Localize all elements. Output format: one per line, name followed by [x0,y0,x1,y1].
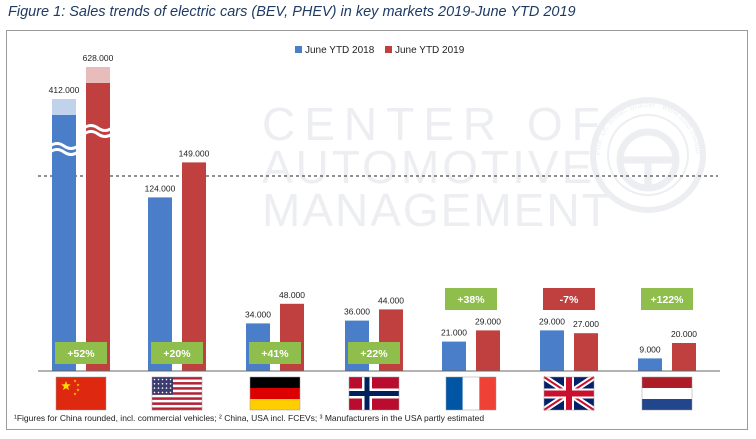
germany-flag-icon [249,376,301,411]
growth-badges: +52% +20% +41% +22% +38% -7% +122% [55,288,693,364]
legend-swatch-1 [385,46,392,53]
growth-label-6: +122% [651,294,685,306]
bar-2018-france [442,341,466,371]
value-labels: 412.000 628.000 124.000 149.000 34.000 48.000… [49,53,698,354]
growth-badge-0 [55,342,107,364]
growth-label-2: +41% [261,348,289,360]
watermark-line-1: CENTER OF [262,98,609,150]
growth-badge-1 [151,342,203,364]
growth-label-3: +22% [360,348,388,360]
bar-2019-united-kingdom [574,333,598,371]
value-label-2018-6: 9.000 [639,344,661,354]
growth-badge-4 [445,288,497,310]
legend-label-0: June YTD 2018 [305,45,375,56]
value-label-2019-4: 29.000 [475,316,501,326]
legend-swatch-0 [295,46,302,53]
bar-2019-france [476,330,500,371]
chart-frame [6,30,748,430]
value-label-2018-3: 36.000 [344,307,370,317]
growth-badge-3 [348,342,400,364]
value-label-2018-2: 34.000 [245,309,271,319]
usa-flag-icon [151,376,203,411]
bar-overflow-0-China [52,99,76,115]
value-label-2018-1: 124.000 [145,183,176,193]
value-label-2019-3: 44.000 [378,295,404,305]
axis-break-mark [49,142,79,150]
value-label-2019-0: 628.000 [83,53,114,63]
value-label-2018-4: 21.000 [441,328,467,338]
growth-badge-2 [249,342,301,364]
legend-label-1: June YTD 2019 [395,45,465,56]
value-label-2019-2: 48.000 [279,290,305,300]
bar-2019-usa [182,162,206,371]
value-label-2019-5: 27.000 [573,319,599,329]
france-flag-icon [445,376,497,411]
norway-flag-icon [348,376,400,411]
bar-2018-netherlands [638,358,662,371]
bar-2018-united-kingdom [540,330,564,371]
china-flag-icon [55,376,107,411]
growth-label-1: +20% [163,348,191,360]
uk-flag-icon [542,374,596,413]
growth-label-5: -7% [560,294,579,306]
bar-overflow-1-China [86,67,110,83]
axis-break-mark [49,148,79,156]
value-label-2018-0: 412.000 [49,85,80,95]
country-flags [55,374,693,413]
value-label-2019-1: 149.000 [179,148,210,158]
legend: June YTD 2018 June YTD 2019 [295,45,465,56]
watermark-line-3: MANAGEMENT [262,184,612,236]
growth-label-4: +38% [457,294,485,306]
figure-title: Figure 1: Sales trends of electric cars … [8,4,576,20]
value-label-2018-5: 29.000 [539,316,565,326]
watermark-line-2: AUTOMOTIVE [262,141,595,193]
value-label-2019-6: 20.000 [671,329,697,339]
netherlands-flag-icon [641,376,693,411]
growth-badge-5 [543,288,595,310]
bar-2018-china [52,115,76,371]
bar-2019-netherlands [672,343,696,371]
growth-label-0: +52% [67,348,95,360]
axis-break-mark [83,124,113,132]
growth-badge-6 [641,288,693,310]
footnote: ¹Figures for China rounded, incl. commer… [14,413,485,423]
axis-break-mark [83,130,113,138]
